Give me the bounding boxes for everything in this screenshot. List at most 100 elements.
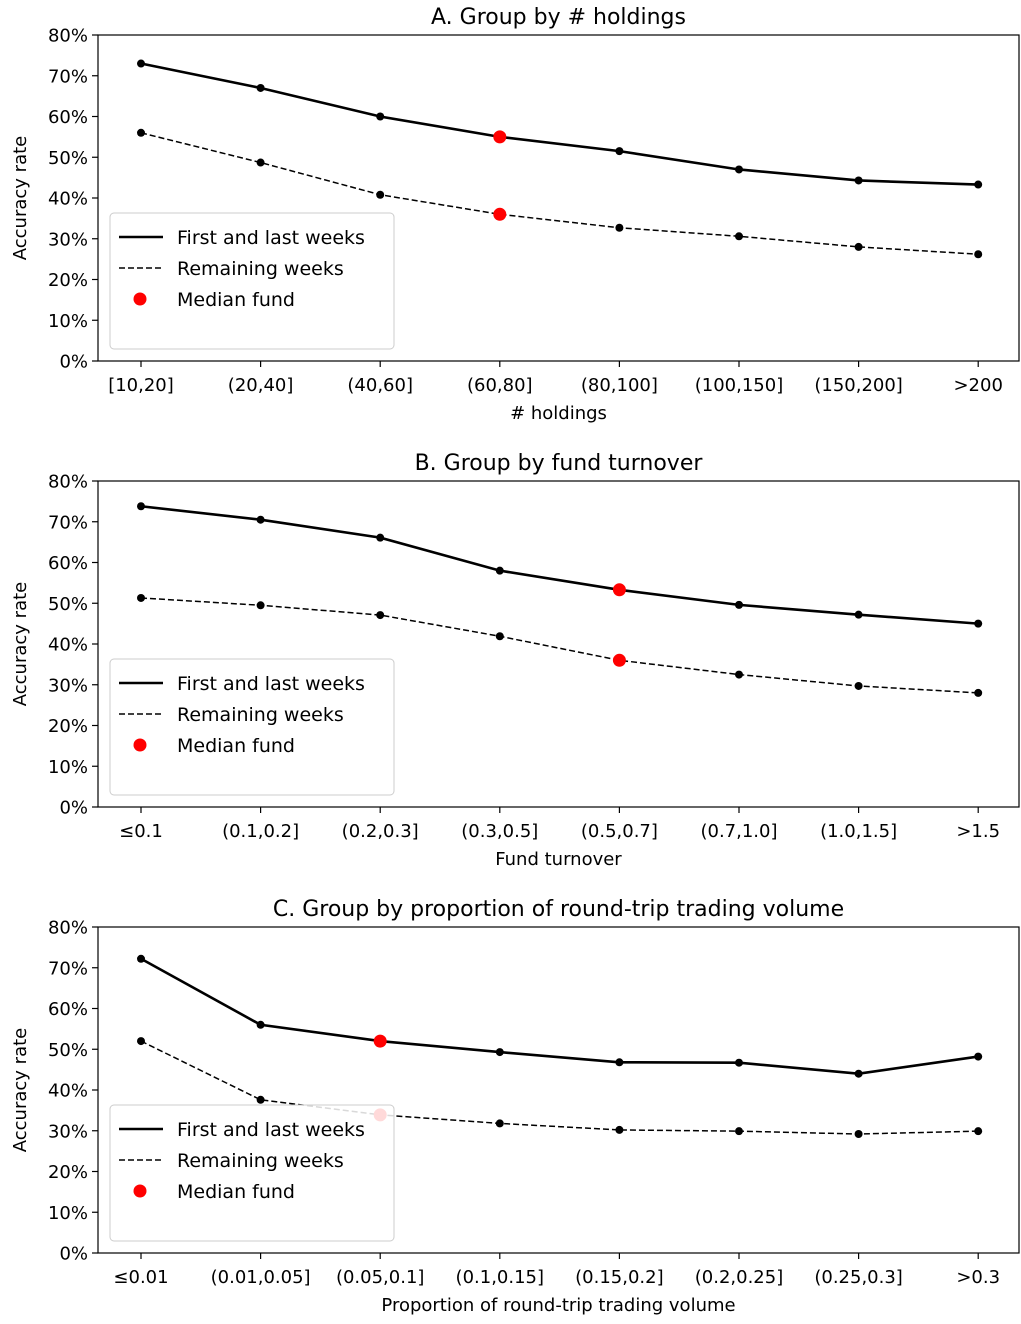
- data-point: [137, 593, 145, 602]
- data-point: [615, 1058, 624, 1067]
- legend-label: Median fund: [177, 1181, 295, 1203]
- data-point: [854, 610, 863, 619]
- data-point: [376, 112, 385, 121]
- x-tick-label: (0.15,0.2]: [575, 1267, 663, 1288]
- data-point: [137, 59, 145, 68]
- data-point: [974, 180, 983, 189]
- series-line-remaining-weeks: [140, 132, 979, 255]
- y-tick-label: 50%: [48, 594, 88, 615]
- legend-label: Median fund: [177, 735, 295, 757]
- data-point: [137, 502, 145, 511]
- y-tick-label: 80%: [48, 918, 88, 939]
- x-tick-label: >200: [953, 375, 1002, 396]
- y-tick-label: 60%: [48, 553, 88, 574]
- median-point: [612, 583, 626, 597]
- x-tick-label: (0.01,0.05]: [211, 1267, 311, 1288]
- data-point: [495, 1119, 504, 1128]
- x-tick-label: (80,100]: [581, 375, 658, 396]
- data-point: [854, 176, 863, 185]
- x-tick-label: (0.1,0.15]: [456, 1267, 544, 1288]
- data-point: [256, 515, 265, 524]
- legend-label: First and last weeks: [177, 227, 365, 249]
- y-tick-label: 20%: [48, 716, 88, 737]
- y-tick-label: 40%: [48, 189, 88, 210]
- median-point: [493, 207, 507, 221]
- data-point: [615, 223, 624, 232]
- data-point: [256, 83, 265, 92]
- panel-2: B. Group by fund turnover 0% 10% 20% 30% 40% 5…: [10, 451, 1020, 870]
- y-tick-label: 50%: [48, 1040, 88, 1061]
- x-tick-label: (60,80]: [467, 375, 533, 396]
- legend-label: Remaining weeks: [177, 258, 344, 280]
- chart-title: C. Group by proportion of round-trip tra…: [273, 897, 844, 922]
- y-axis-label: Accuracy rate: [10, 1028, 31, 1152]
- legend-swatch-median: [133, 738, 147, 752]
- legend-swatch-median: [133, 292, 147, 306]
- y-tick-label: 0%: [59, 1244, 88, 1265]
- data-point: [974, 1127, 983, 1136]
- data-point: [854, 681, 863, 690]
- data-point: [735, 232, 743, 241]
- y-tick-label: 80%: [48, 26, 88, 47]
- chart-title: A. Group by # holdings: [431, 5, 686, 30]
- data-point: [495, 566, 504, 575]
- x-tick-label: (20,40]: [228, 375, 294, 396]
- legend-box: [109, 212, 395, 350]
- series-line-first-last-weeks: [140, 504, 979, 625]
- data-point: [256, 158, 265, 167]
- median-point: [373, 1034, 387, 1048]
- x-tick-label: (0.2,0.3]: [342, 821, 419, 842]
- y-tick-label: 20%: [48, 1162, 88, 1183]
- data-point: [137, 954, 145, 963]
- data-point: [735, 670, 743, 679]
- data-point: [256, 601, 265, 610]
- x-tick-label: >1.5: [956, 821, 1000, 842]
- panel-3: C. Group by proportion of round-trip tra…: [10, 897, 1020, 1316]
- chart-title: B. Group by fund turnover: [415, 451, 704, 476]
- legend-label: Median fund: [177, 289, 295, 311]
- data-point: [854, 1069, 863, 1078]
- data-point: [495, 1048, 504, 1057]
- x-tick-label: (150,200]: [814, 375, 902, 396]
- data-point: [256, 1020, 265, 1029]
- y-tick-label: 40%: [48, 635, 88, 656]
- data-point: [615, 1125, 624, 1134]
- data-point: [854, 1130, 863, 1139]
- data-point: [974, 688, 983, 697]
- y-tick-label: 40%: [48, 1081, 88, 1102]
- y-tick-label: 10%: [48, 311, 88, 332]
- x-tick-label: (0.2,0.25]: [695, 1267, 783, 1288]
- y-tick-label: 10%: [48, 1203, 88, 1224]
- data-point: [735, 600, 743, 609]
- y-tick-label: 20%: [48, 270, 88, 291]
- x-axis-label: Proportion of round-trip trading volume: [381, 1295, 735, 1316]
- data-point: [735, 1058, 743, 1067]
- data-point: [854, 242, 863, 251]
- median-point: [493, 130, 507, 144]
- y-tick-label: 70%: [48, 66, 88, 87]
- series-line-remaining-weeks: [140, 1040, 979, 1135]
- legend-box: [109, 1104, 395, 1242]
- x-tick-label: (0.5,0.7]: [581, 821, 658, 842]
- y-axis-label: Accuracy rate: [10, 136, 31, 260]
- data-point: [376, 611, 385, 620]
- y-tick-label: 70%: [48, 512, 88, 533]
- data-point: [495, 632, 504, 641]
- y-tick-label: 50%: [48, 148, 88, 169]
- data-point: [974, 1052, 983, 1061]
- x-tick-label: ≤0.01: [113, 1267, 168, 1288]
- data-point: [974, 250, 983, 259]
- legend-label: Remaining weeks: [177, 704, 344, 726]
- series-line-remaining-weeks: [140, 597, 979, 694]
- y-tick-label: 60%: [48, 999, 88, 1020]
- y-tick-label: 60%: [48, 107, 88, 128]
- data-point: [735, 165, 743, 174]
- y-tick-label: 0%: [59, 352, 88, 373]
- x-tick-label: [10,20]: [108, 375, 174, 396]
- x-tick-label: (0.7,1.0]: [700, 821, 777, 842]
- y-tick-label: 80%: [48, 472, 88, 493]
- x-tick-label: (0.3,0.5]: [461, 821, 538, 842]
- data-point: [137, 1037, 145, 1046]
